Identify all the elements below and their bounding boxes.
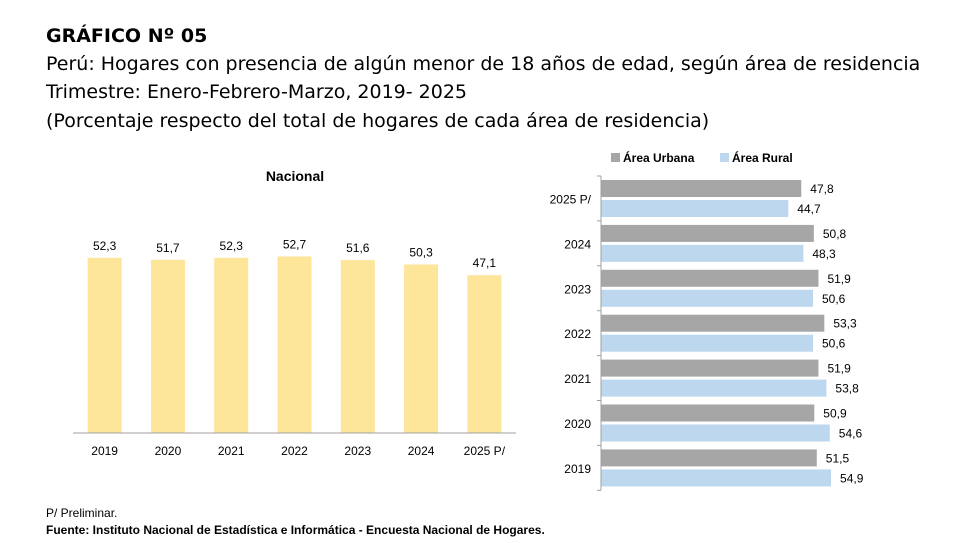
- nacional-bar-chart: 52,3 2019 51,7 2020 52,3 2021 52,7 2022 51,6 2023…: [73, 237, 516, 458]
- y-tick-label: 2020: [564, 417, 591, 431]
- bar-value-label: 54,6: [839, 427, 863, 441]
- bar-value-label: 51,7: [156, 241, 180, 255]
- bar-value-label: 52,3: [93, 239, 117, 253]
- bar-2020: [150, 259, 185, 433]
- y-tick-label: 2021: [564, 372, 591, 386]
- bar-2019-urbana: [601, 449, 817, 467]
- bar-2022: [277, 256, 312, 433]
- bar-value-label: 50,9: [823, 407, 847, 421]
- figure-number: GRÁFICO Nº 05: [46, 25, 208, 47]
- bar-2022-urbana: [601, 314, 825, 332]
- bar-value-label: 51,9: [827, 272, 851, 286]
- bar-2023-rural: [601, 289, 814, 307]
- bar-2023-urbana: [601, 269, 819, 287]
- nacional-chart-title: Nacional: [266, 168, 324, 184]
- bar-2019: [87, 257, 122, 433]
- bar-value-label: 50,3: [409, 245, 433, 259]
- bar-2020-rural: [601, 424, 830, 442]
- bar-2021-urbana: [601, 359, 819, 377]
- area-bar-chart: Área Urbana Área Rural 47,8 44,7 2025 P/50,8…: [550, 150, 864, 491]
- legend-swatch: [720, 153, 729, 162]
- x-tick-label: 2022: [281, 444, 308, 458]
- bar-value-label: 50,8: [823, 227, 847, 241]
- footnote: P/ Preliminar.: [46, 506, 118, 520]
- bar-2022-rural: [601, 334, 814, 352]
- bar-2023: [340, 260, 375, 433]
- legend-label: Área Urbana: [623, 150, 695, 165]
- bar-value-label: 47,1: [473, 256, 497, 270]
- bar-2020-urbana: [601, 404, 815, 422]
- bar-value-label: 53,8: [835, 382, 859, 396]
- y-tick-label: 2025 P/: [550, 192, 592, 206]
- bar-2025 P/: [467, 275, 502, 433]
- legend-swatch: [611, 153, 620, 162]
- bar-value-label: 50,6: [822, 337, 846, 351]
- bar-2021-rural: [601, 379, 827, 397]
- bar-2024-rural: [601, 244, 804, 262]
- bar-2021: [214, 257, 249, 433]
- legend-label: Área Rural: [732, 150, 793, 165]
- bar-value-label: 47,8: [810, 182, 834, 196]
- y-tick-label: 2022: [564, 327, 591, 341]
- bar-value-label: 52,3: [220, 239, 244, 253]
- bar-2025 P/-rural: [601, 200, 789, 217]
- x-tick-label: 2019: [91, 444, 118, 458]
- bar-value-label: 54,9: [840, 471, 864, 485]
- figure-period: Trimestre: Enero-Febrero-Marzo, 2019- 20…: [46, 81, 468, 103]
- x-tick-label: 2025 P/: [464, 444, 506, 458]
- bar-2025 P/-urbana: [601, 180, 802, 197]
- bar-2024: [404, 264, 439, 433]
- figure-unit-note: (Porcentaje respecto del total de hogare…: [46, 110, 710, 132]
- bar-value-label: 52,7: [283, 237, 307, 251]
- bar-value-label: 51,5: [826, 451, 850, 465]
- bar-2024-urbana: [601, 224, 814, 242]
- bar-value-label: 51,6: [346, 241, 370, 255]
- bar-value-label: 44,7: [797, 202, 821, 216]
- figure-subtitle: Perú: Hogares con presencia de algún men…: [46, 53, 921, 75]
- y-tick-label: 2019: [564, 462, 591, 476]
- bar-value-label: 50,6: [822, 292, 846, 306]
- x-tick-label: 2023: [344, 444, 371, 458]
- bar-value-label: 53,3: [833, 317, 857, 331]
- y-tick-label: 2023: [564, 282, 591, 296]
- source-note: Fuente: Instituto Nacional de Estadístic…: [46, 523, 545, 537]
- y-tick-label: 2024: [564, 237, 591, 251]
- x-tick-label: 2021: [218, 444, 245, 458]
- bar-2019-rural: [601, 469, 832, 487]
- x-tick-label: 2020: [155, 444, 182, 458]
- bar-value-label: 48,3: [812, 247, 836, 261]
- x-tick-label: 2024: [408, 444, 435, 458]
- bar-value-label: 51,9: [827, 362, 851, 376]
